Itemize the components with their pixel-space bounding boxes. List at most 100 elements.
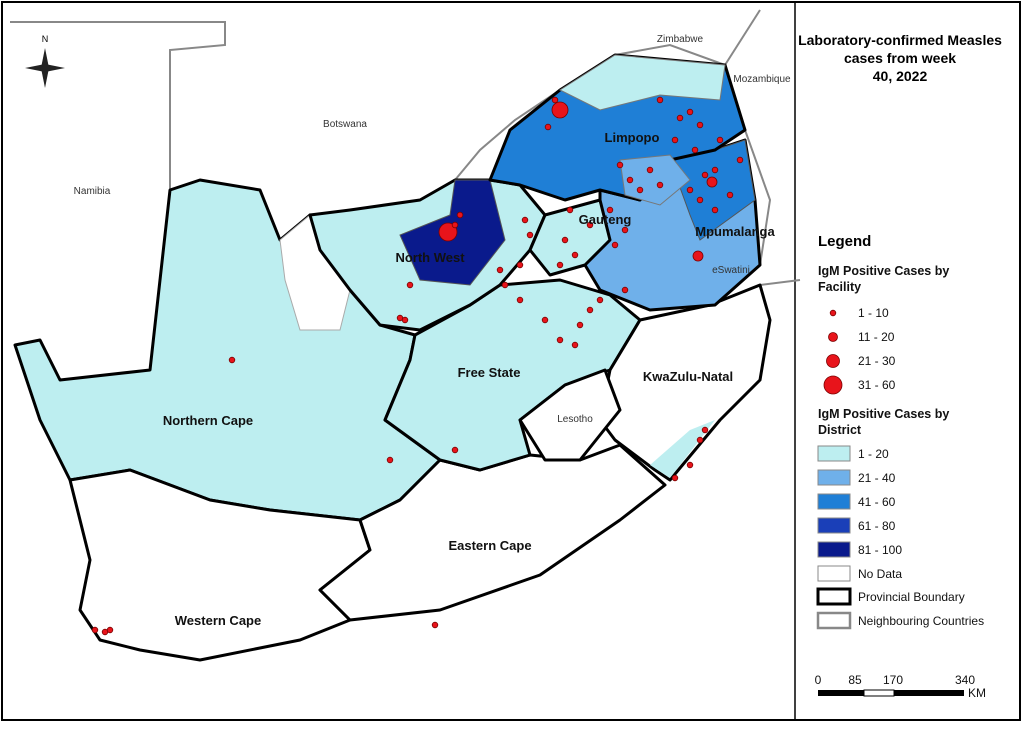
dot: [726, 191, 734, 199]
province-label: Mpumalanga: [695, 224, 775, 239]
legend-swatch: [817, 541, 851, 558]
dot: [456, 211, 464, 219]
legend-label: 21 - 40: [858, 471, 896, 485]
dot: [561, 236, 569, 244]
dot: [431, 621, 439, 629]
legend-swatch: [816, 587, 852, 606]
dot: [521, 216, 529, 224]
title: Laboratory-confirmed Measles cases from w…: [798, 32, 1002, 84]
country-label: Zimbabwe: [657, 34, 704, 45]
country-label: Namibia: [74, 186, 111, 197]
dot: [386, 456, 394, 464]
dot: [691, 146, 699, 154]
dot: [606, 206, 614, 214]
dot: [696, 196, 704, 204]
dot: [611, 241, 619, 249]
lesotho: [518, 368, 622, 462]
legend-symbol: [823, 375, 843, 395]
country-label: Mozambique: [733, 74, 791, 85]
dot: [451, 446, 459, 454]
scale-label: 170: [883, 673, 903, 687]
scale-label: 85: [848, 673, 862, 687]
scale-label: 0: [815, 673, 822, 687]
province-label: Gauteng: [579, 212, 632, 227]
dot: [406, 281, 414, 289]
legend-label: Neighbouring Countries: [858, 614, 984, 628]
dot: [576, 321, 584, 329]
dot: [516, 261, 524, 269]
legend-label: 1 - 20: [858, 447, 889, 461]
dot: [551, 101, 569, 119]
legend-label: 31 - 60: [858, 378, 896, 392]
scale-seg: [863, 689, 895, 697]
dot: [621, 226, 629, 234]
legend-title: Legend: [818, 233, 871, 250]
kzn-district: [650, 420, 715, 478]
dot: [706, 176, 718, 188]
legend-label: 1 - 10: [858, 306, 889, 320]
dot: [621, 286, 629, 294]
legend-label: 81 - 100: [858, 543, 902, 557]
province-label: Limpopo: [605, 130, 660, 145]
dot: [438, 222, 458, 242]
dot: [401, 316, 409, 324]
dot: [566, 206, 574, 214]
legend-label: No Data: [858, 567, 902, 581]
dot: [516, 296, 524, 304]
province-label: Free State: [458, 365, 521, 380]
legend-symbol: [826, 354, 840, 368]
dot: [451, 221, 459, 229]
dot: [544, 123, 552, 131]
dot: [686, 186, 694, 194]
dot: [716, 136, 724, 144]
dot: [711, 166, 719, 174]
dot: [501, 281, 509, 289]
north-label: N: [42, 34, 49, 44]
dot: [626, 176, 634, 184]
legend-label: Provincial Boundary: [858, 590, 965, 604]
legend: Legend IgM Positive Cases by Facility 1 - …: [816, 233, 984, 630]
legend-swatch: [817, 469, 851, 486]
gauteng: [528, 198, 612, 277]
legend-swatch: [817, 445, 851, 462]
legend-swatch: [817, 565, 851, 582]
dot: [736, 156, 744, 164]
province-label: Eastern Cape: [448, 538, 531, 553]
legend-heading: IgM Positive Cases by Facility: [818, 264, 949, 294]
dot: [91, 626, 99, 634]
legend-label: 21 - 30: [858, 354, 896, 368]
arrow: [25, 64, 65, 72]
country-label: Lesotho: [557, 414, 593, 425]
scale-seg: [818, 690, 864, 696]
legend-label: 61 - 80: [858, 519, 896, 533]
dot: [551, 96, 559, 104]
dot: [646, 166, 654, 174]
scale-unit: KM: [968, 686, 986, 700]
dot: [496, 266, 504, 274]
country-label: Botswana: [323, 119, 367, 130]
dot: [616, 161, 624, 169]
dot: [656, 181, 664, 189]
dot: [671, 474, 679, 482]
dot: [571, 251, 579, 259]
legend-heading: IgM Positive Cases by District: [818, 407, 949, 437]
dot: [711, 206, 719, 214]
legend-label: 11 - 20: [858, 330, 895, 344]
legend-swatch: [817, 493, 851, 510]
limpopo-district-2: [619, 154, 691, 206]
dot: [541, 316, 549, 324]
dot: [586, 306, 594, 314]
dot: [656, 96, 664, 104]
scale-seg: [894, 690, 964, 696]
dot: [686, 461, 694, 469]
legend-swatch: [816, 611, 852, 630]
country-label: eSwatini: [712, 265, 750, 276]
dot: [671, 136, 679, 144]
dot: [106, 626, 114, 634]
dot: [596, 296, 604, 304]
dot: [696, 436, 704, 444]
dot: [692, 250, 704, 262]
province-label: North West: [395, 250, 465, 265]
dot: [556, 261, 564, 269]
